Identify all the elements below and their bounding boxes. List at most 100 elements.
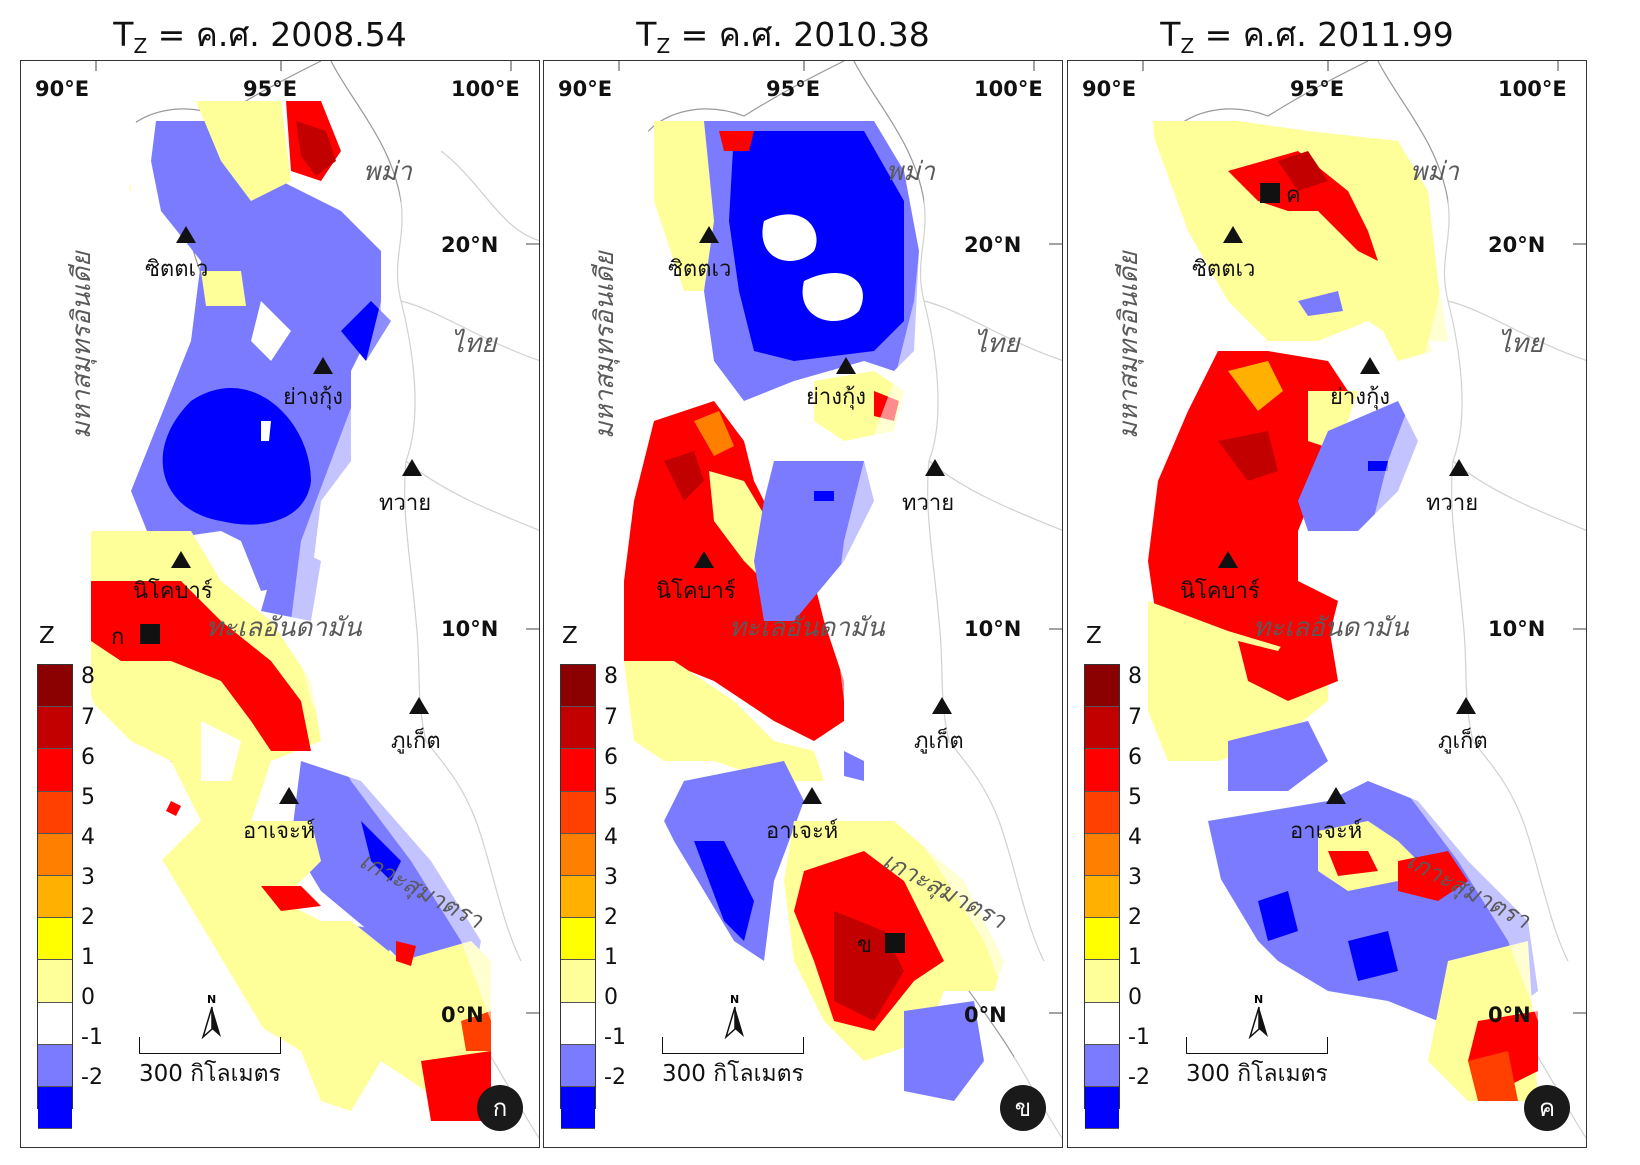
city-label-sittwe: ซิตตเว bbox=[145, 257, 209, 282]
triangle-marker-icon bbox=[1449, 459, 1469, 476]
lon-label-95e: 95°E bbox=[766, 77, 821, 101]
region-label-indian-ocean: มหาสมุทรอินเดีย bbox=[67, 251, 97, 439]
scale-label: 300 กิโลเมตร bbox=[139, 1061, 281, 1087]
title-subscript: Z bbox=[133, 34, 148, 58]
legend-tick: 7 bbox=[1128, 705, 1142, 730]
panel-badge: ค bbox=[1524, 1085, 1570, 1131]
lat-label-0n: 0°N bbox=[964, 1003, 1007, 1027]
region-label-andaman-sea: ทะเลอันดามัน bbox=[729, 613, 885, 643]
title-subscript: Z bbox=[1180, 34, 1195, 58]
legend-tick: 3 bbox=[1128, 865, 1142, 890]
region-label-thailand: ไทย bbox=[1498, 329, 1544, 359]
legend-tick: 4 bbox=[81, 825, 95, 850]
region-label-thailand: ไทย bbox=[974, 329, 1020, 359]
legend-tick: 6 bbox=[604, 745, 618, 770]
north-arrow-icon: N bbox=[724, 993, 744, 1039]
legend-tick: 4 bbox=[604, 825, 618, 850]
lat-label-0n: 0°N bbox=[1488, 1003, 1531, 1027]
z-score-map-2 bbox=[544, 61, 1062, 1147]
map-panel-3: 90°E 95°E 100°E 20°N 10°N 0°N พม่า ไทย ม… bbox=[1067, 60, 1587, 1148]
city-label-phuket: ภูเก็ต bbox=[391, 729, 441, 754]
legend-tick: -1 bbox=[81, 1025, 103, 1050]
panel-1-title: TZ = ค.ศ. 2008.54 bbox=[0, 8, 520, 61]
lon-label-90e: 90°E bbox=[35, 77, 90, 101]
city-label-nicobar: นิโคบาร์ bbox=[133, 579, 213, 604]
legend-colorbar bbox=[1084, 664, 1120, 1130]
lat-label-10n: 10°N bbox=[964, 617, 1022, 641]
square-marker bbox=[140, 624, 160, 644]
city-label-yangon: ย่างกุ้ง bbox=[806, 385, 867, 410]
lon-label-90e: 90°E bbox=[1082, 77, 1137, 101]
legend-tick: 0 bbox=[604, 985, 618, 1010]
legend-title: Z bbox=[562, 623, 578, 649]
lat-label-0n: 0°N bbox=[441, 1003, 484, 1027]
legend-tick: 2 bbox=[604, 905, 618, 930]
title-date: = ค.ศ. 2008.54 bbox=[147, 15, 407, 54]
title-date: = ค.ศ. 2010.38 bbox=[670, 15, 930, 54]
scale-bar bbox=[1186, 1037, 1328, 1054]
legend-tick: 5 bbox=[604, 785, 618, 810]
marker-label: ก bbox=[111, 625, 125, 650]
triangle-marker-icon bbox=[409, 697, 429, 714]
z-score-map-1 bbox=[21, 61, 539, 1147]
city-label-sittwe: ซิตตเว bbox=[1192, 257, 1256, 282]
city-label-dawei: ทวาย bbox=[379, 491, 432, 516]
region-label-myanmar: พม่า bbox=[363, 157, 412, 187]
triangle-marker-icon bbox=[1360, 357, 1380, 374]
legend-tick: 6 bbox=[81, 745, 95, 770]
triangle-marker-icon bbox=[802, 787, 822, 804]
scale-bar bbox=[139, 1037, 281, 1054]
legend-tick: 5 bbox=[1128, 785, 1142, 810]
triangle-marker-icon bbox=[694, 551, 714, 568]
marker-label: ข bbox=[857, 933, 873, 958]
lon-label-95e: 95°E bbox=[243, 77, 298, 101]
lat-label-20n: 20°N bbox=[1488, 233, 1546, 257]
svg-text:N: N bbox=[730, 993, 739, 1006]
region-label-thailand: ไทย bbox=[451, 329, 497, 359]
city-label-sittwe: ซิตตเว bbox=[668, 257, 732, 282]
panel-badge: ก bbox=[477, 1085, 523, 1131]
region-label-myanmar: พม่า bbox=[886, 157, 935, 187]
square-marker bbox=[885, 933, 905, 953]
triangle-marker-icon bbox=[171, 551, 191, 568]
z-score-map-3 bbox=[1068, 61, 1586, 1147]
triangle-marker-icon bbox=[836, 357, 856, 374]
legend-tick: 8 bbox=[81, 664, 95, 689]
legend-tick: 7 bbox=[81, 705, 95, 730]
legend-tick: 2 bbox=[81, 905, 95, 930]
legend-title: Z bbox=[1086, 623, 1102, 649]
title-date: = ค.ศ. 2011.99 bbox=[1194, 15, 1454, 54]
city-label-dawei: ทวาย bbox=[1426, 491, 1479, 516]
lon-label-100e: 100°E bbox=[974, 77, 1043, 101]
legend-tick: 3 bbox=[604, 865, 618, 890]
title-subscript: Z bbox=[656, 34, 671, 58]
legend-tick: -2 bbox=[1128, 1065, 1150, 1090]
legend-colorbar bbox=[37, 664, 73, 1130]
lat-label-10n: 10°N bbox=[1488, 617, 1546, 641]
triangle-marker-icon bbox=[1223, 226, 1243, 243]
panel-2-title: TZ = ค.ศ. 2010.38 bbox=[523, 8, 1043, 61]
scale-bar bbox=[662, 1037, 804, 1054]
city-label-aceh: อาเจะห์ bbox=[766, 819, 839, 844]
legend-tick: 4 bbox=[1128, 825, 1142, 850]
legend-tick: 1 bbox=[1128, 945, 1142, 970]
legend-tick: -1 bbox=[604, 1025, 626, 1050]
region-label-indian-ocean: มหาสมุทรอินเดีย bbox=[1114, 251, 1144, 439]
triangle-marker-icon bbox=[1456, 697, 1476, 714]
region-label-indian-ocean: มหาสมุทรอินเดีย bbox=[590, 251, 620, 439]
legend-tick: 6 bbox=[1128, 745, 1142, 770]
triangle-marker-icon bbox=[176, 226, 196, 243]
north-arrow-icon: N bbox=[201, 993, 221, 1039]
city-label-aceh: อาเจะห์ bbox=[243, 819, 316, 844]
legend-title: Z bbox=[39, 623, 55, 649]
triangle-marker-icon bbox=[1218, 551, 1238, 568]
region-label-andaman-sea: ทะเลอันดามัน bbox=[206, 613, 362, 643]
triangle-marker-icon bbox=[279, 787, 299, 804]
legend-tick: 8 bbox=[1128, 664, 1142, 689]
city-label-nicobar: นิโคบาร์ bbox=[1180, 579, 1260, 604]
lon-label-100e: 100°E bbox=[451, 77, 520, 101]
panel-3-title: TZ = ค.ศ. 2011.99 bbox=[1047, 8, 1567, 61]
legend-tick: 8 bbox=[604, 664, 618, 689]
map-panel-1: 90°E 95°E 100°E 20°N 10°N 0°N พม่า ไทย ม… bbox=[20, 60, 540, 1148]
panel-badge: ข bbox=[1000, 1085, 1046, 1131]
